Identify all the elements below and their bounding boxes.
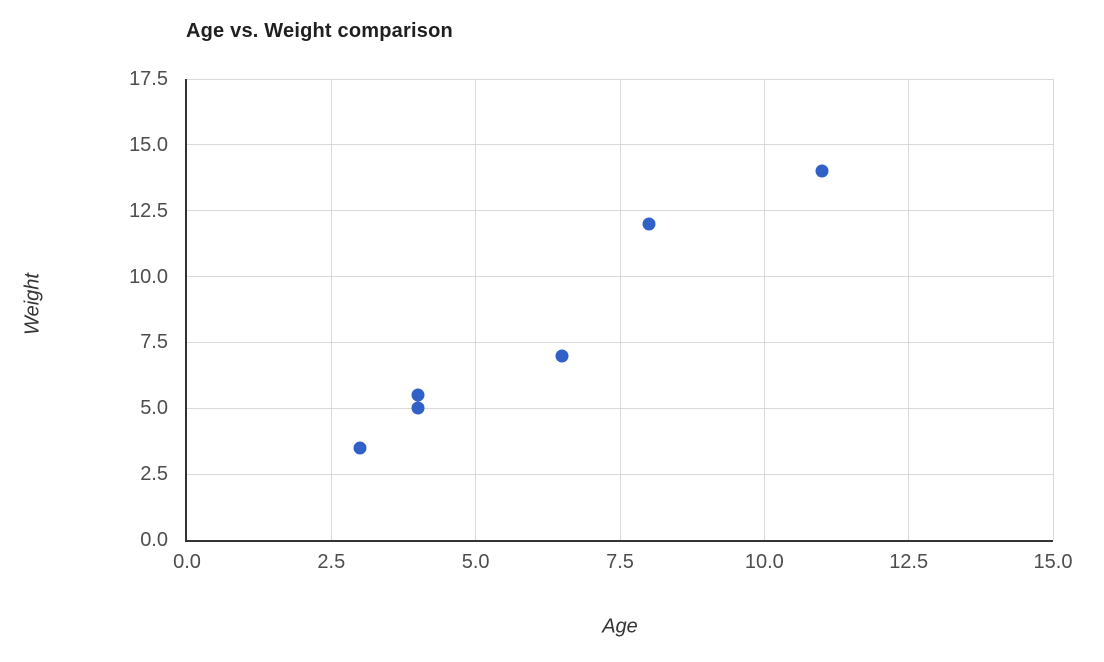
x-tick-label: 15.0	[1033, 551, 1073, 573]
plot-area	[185, 78, 1054, 542]
x-tick-label: 12.5	[889, 551, 929, 573]
y-tick-label: 17.5	[129, 68, 168, 90]
vertical-gridline	[763, 79, 765, 540]
data-point	[555, 349, 569, 363]
y-tick-label: 0.0	[140, 529, 168, 551]
y-tick-label: 15.0	[129, 133, 168, 156]
horizontal-gridline	[187, 341, 1053, 343]
chart-title: Age vs. Weight comparison	[186, 20, 453, 42]
data-point	[353, 441, 367, 455]
y-tick-label: 2.5	[140, 463, 168, 486]
data-point	[815, 164, 829, 178]
y-tick-label: 10.0	[129, 265, 168, 288]
x-tick-label: 0.0	[173, 551, 201, 573]
vertical-gridline	[475, 79, 477, 540]
data-point	[642, 217, 656, 231]
x-tick-label: 10.0	[744, 551, 784, 573]
y-tick-label: 12.5	[129, 199, 168, 222]
horizontal-gridline	[187, 78, 1053, 80]
x-tick-label: 5.0	[461, 551, 490, 573]
horizontal-gridline	[187, 276, 1053, 278]
vertical-gridline	[619, 79, 621, 540]
data-point	[411, 401, 425, 415]
horizontal-gridline	[187, 144, 1053, 146]
x-tick-label: 2.5	[317, 551, 346, 573]
vertical-gridline	[908, 79, 910, 540]
horizontal-gridline	[187, 210, 1053, 212]
data-point	[411, 388, 425, 402]
vertical-gridline	[330, 79, 332, 540]
y-tick-label: 7.5	[140, 331, 168, 354]
horizontal-gridline	[187, 407, 1053, 409]
y-tick-label: 5.0	[140, 397, 168, 420]
horizontal-gridline	[187, 473, 1053, 475]
vertical-gridline	[1052, 79, 1054, 540]
x-tick-label: 7.5	[606, 551, 634, 573]
x-axis-label: Age	[602, 615, 638, 638]
